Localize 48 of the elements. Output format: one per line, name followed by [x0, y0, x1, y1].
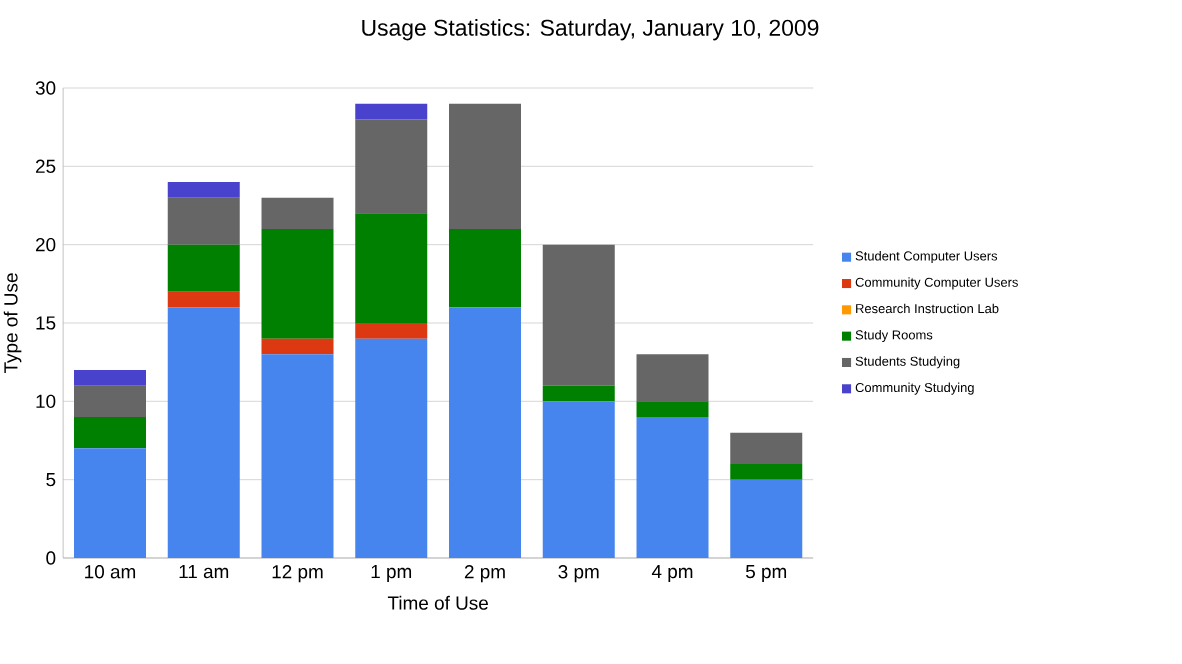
- y-tick-label: 10: [36, 394, 56, 409]
- bar: [355, 338, 428, 558]
- bar: [167, 181, 240, 198]
- bar: [449, 307, 522, 558]
- bar: [355, 119, 428, 214]
- bar: [74, 417, 146, 449]
- bar: [261, 228, 334, 339]
- x-tick-label: 11 am: [179, 565, 229, 579]
- bar: [636, 401, 709, 417]
- bar: [167, 197, 240, 245]
- bar: [167, 291, 240, 308]
- bar: [261, 354, 334, 558]
- x-tick-label: 10 am: [85, 565, 136, 579]
- bar: [355, 103, 428, 120]
- bar: [730, 464, 803, 480]
- bar: [355, 213, 428, 323]
- bar: [449, 228, 522, 308]
- bar: [542, 244, 615, 386]
- bar: [355, 322, 428, 339]
- chart-title: Usage Statistics: Saturday, January 10, 2009: [362, 19, 819, 41]
- x-tick-label: 2 pm: [464, 565, 505, 583]
- bar: [74, 369, 146, 386]
- bar: [167, 307, 240, 558]
- x-tick-label: 1 pm: [371, 565, 412, 582]
- y-tick-label: 0: [46, 551, 56, 565]
- bar: [636, 354, 709, 402]
- x-tick-label: 12 pm: [272, 565, 323, 583]
- x-tick-label: 5 pm: [745, 565, 787, 582]
- y-tick-label: 20: [35, 237, 56, 252]
- y-tick-label: 30: [35, 81, 56, 95]
- bar: [261, 338, 334, 355]
- bar: [730, 432, 803, 464]
- bar: [167, 244, 240, 292]
- bar: [730, 479, 803, 558]
- bar: [261, 197, 334, 229]
- bar: [74, 385, 146, 417]
- x-axis-title: Time of Use: [387, 595, 488, 610]
- bar: [636, 417, 709, 558]
- bar: [449, 103, 522, 229]
- bar: [542, 385, 615, 402]
- y-axis-title: Type of Use: [3, 273, 22, 374]
- y-tick-label: 15: [36, 316, 56, 330]
- x-tick-label: 4 pm: [651, 565, 693, 582]
- x-tick-label: 3 pm: [558, 565, 599, 583]
- bar: [542, 401, 615, 558]
- y-tick-label: 5: [46, 473, 56, 487]
- bar: [74, 448, 146, 558]
- y-tick-label: 25: [35, 159, 56, 174]
